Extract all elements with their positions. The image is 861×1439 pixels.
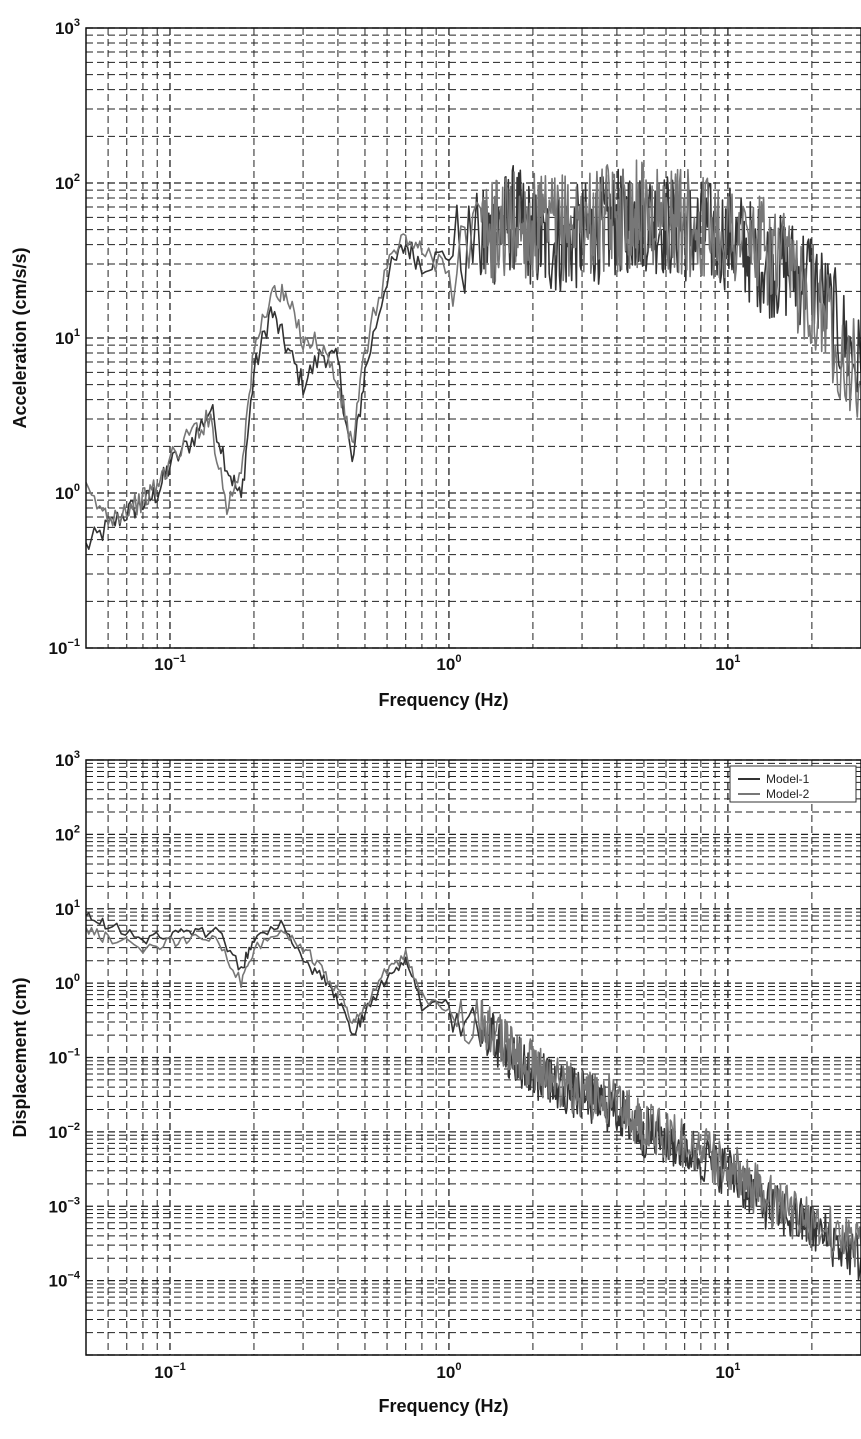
acceleration-chart: 10−1 100 101 10−1 100 101 102 103 Frequency (Hz)… (10, 17, 861, 710)
y-tick-label: 10−3 (49, 1195, 80, 1216)
x-tick-label: 10−1 (154, 653, 185, 674)
y-tick-label: 100 (55, 972, 80, 993)
series-line-model-2 (85, 926, 861, 1268)
y-tick-label: 101 (55, 327, 80, 348)
displacement-chart: 10−1 100 101 10−4 10−3 10−2 10−1 100 101 102 103 Fr… (10, 749, 861, 1416)
y-tick-label: 10−4 (49, 1270, 81, 1291)
legend-box (729, 765, 857, 803)
y-tick-label: 10−1 (49, 637, 80, 658)
x-tick-label: 101 (715, 1361, 740, 1382)
x-tick-label: 100 (436, 653, 461, 674)
y-tick-label: 10−1 (49, 1047, 80, 1068)
y-tick-label: 102 (55, 172, 80, 193)
y-tick-label: 103 (55, 17, 80, 38)
y-axis-label: Displacement (cm) (10, 977, 30, 1137)
x-axis-label: Frequency (Hz) (378, 1396, 508, 1416)
y-tick-label: 103 (55, 749, 80, 770)
plot-frame (85, 759, 861, 1356)
y-tick-label: 100 (55, 482, 80, 503)
x-axis-label: Frequency (Hz) (378, 690, 508, 710)
plot-frame (85, 27, 861, 649)
x-tick-label: 10−1 (154, 1361, 185, 1382)
grid (85, 27, 861, 649)
y-axis-label: Acceleration (cm/s/s) (10, 247, 30, 428)
x-tick-label: 101 (715, 653, 740, 674)
x-tick-label: 100 (436, 1361, 461, 1382)
y-tick-label: 102 (55, 823, 80, 844)
series-line-model-2 (85, 159, 861, 527)
legend-label: Model-2 (766, 787, 810, 801)
y-tick-label: 10−2 (49, 1121, 80, 1142)
y-tick-label: 101 (55, 898, 80, 919)
legend-label: Model-1 (766, 772, 810, 786)
